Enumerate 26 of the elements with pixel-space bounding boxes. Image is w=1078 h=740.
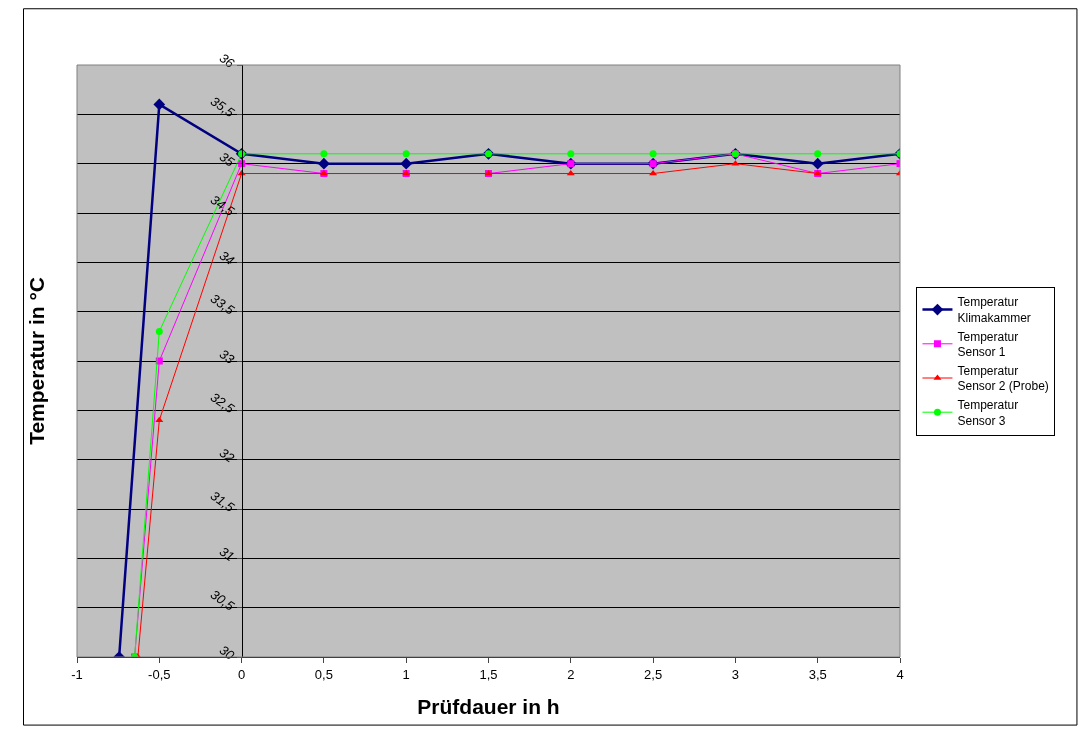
y-tick-label: 36 bbox=[216, 50, 238, 72]
y-tick-label: 33,5 bbox=[207, 290, 238, 318]
x-axis-title: Prüfdauer in h bbox=[417, 694, 560, 718]
legend-label: Temperatur Sensor 3 bbox=[957, 398, 1019, 428]
x-tick-label: 2,5 bbox=[644, 666, 663, 682]
y-tick-label: 30,5 bbox=[207, 586, 238, 614]
x-tick-label: -0,5 bbox=[148, 666, 171, 682]
x-tick-label: 3,5 bbox=[808, 666, 827, 682]
x-tick-label: 0,5 bbox=[314, 666, 333, 682]
x-tick-label: 2 bbox=[567, 666, 575, 682]
x-tick-label: -1 bbox=[71, 666, 83, 682]
y-tick-label: 35,5 bbox=[207, 93, 238, 121]
y-tick-label: 34,5 bbox=[207, 192, 238, 220]
legend-label: Temperatur Klimakammer bbox=[957, 295, 1031, 326]
legend-label: Temperatur Sensor 2 (Probe) bbox=[957, 363, 1049, 394]
x-tick-label: 3 bbox=[731, 666, 740, 682]
y-tick-label: 32,5 bbox=[207, 389, 238, 417]
x-tick-label: 1,5 bbox=[479, 666, 498, 682]
x-tick-label: 1 bbox=[402, 666, 410, 682]
y-axis-title: Temperatur in °C bbox=[24, 276, 48, 445]
legend-label: Temperatur Sensor 1 bbox=[957, 329, 1019, 360]
x-tick-label: 4 bbox=[896, 666, 904, 682]
y-tick-label: 34 bbox=[216, 247, 238, 269]
x-tick-label: 0 bbox=[237, 666, 246, 682]
y-tick-label: 32 bbox=[216, 444, 238, 466]
y-tick-label: 31,5 bbox=[207, 488, 238, 516]
